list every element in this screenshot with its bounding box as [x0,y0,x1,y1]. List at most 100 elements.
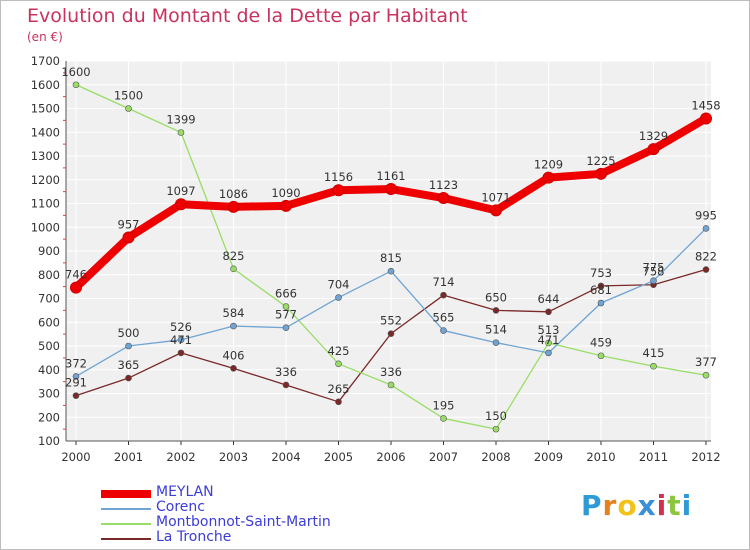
data-point [177,349,185,357]
data-label: 513 [538,323,560,337]
data-label: 1500 [114,89,143,103]
data-point [597,299,605,307]
data-label: 666 [275,287,297,301]
x-tick-label: 2009 [534,450,563,464]
x-tick-label: 2002 [166,450,195,464]
logo-letter: x [637,489,657,522]
y-tick-label: 1700 [31,54,60,68]
data-label: 714 [433,275,455,289]
data-point [492,339,500,346]
data-point [125,105,132,112]
data-point [72,373,80,380]
logo-letter: P [581,489,603,522]
data-point [70,281,82,294]
proxiti-logo: Proxiti [581,489,692,522]
data-point [282,381,290,389]
data-label: 195 [433,398,455,412]
y-tick-label: 500 [38,339,60,353]
data-label: 1225 [586,154,615,168]
legend-item: Montbonnot-Saint-Martin [101,514,361,531]
data-label: 681 [590,283,612,297]
y-tick-label: 1300 [31,149,60,163]
y-tick-label: 1000 [31,220,60,234]
data-label: 1458 [691,98,720,112]
data-label: 425 [328,344,350,358]
data-point [335,398,342,406]
data-point [700,112,712,125]
data-label: 1123 [429,178,458,192]
y-tick-label: 900 [38,244,60,258]
data-point [440,291,447,299]
data-point [650,362,657,370]
legend-swatch [101,490,151,498]
data-label: 459 [590,336,612,350]
data-point [175,198,187,211]
legend-item: MEYLAN [101,484,361,501]
data-label: 1209 [534,158,563,172]
x-tick-label: 2007 [429,450,458,464]
data-point [597,352,605,360]
data-label: 336 [275,365,297,379]
y-tick-label: 1400 [31,125,60,139]
y-tick-label: 100 [38,434,60,448]
x-tick-label: 2010 [586,450,615,464]
y-tick-label: 300 [38,387,60,401]
legend-label: Corenc [156,499,205,515]
y-tick-label: 1600 [31,78,60,92]
logo-letter: o [617,489,638,522]
data-point [595,167,607,180]
data-label: 377 [695,355,717,369]
data-point [702,371,710,379]
logo-letter: i [656,489,668,522]
data-point [227,200,240,213]
data-label: 815 [380,251,402,265]
chart-unit-label: (en €) [27,30,63,44]
legend-item: Corenc [101,499,361,516]
data-point [702,266,710,273]
data-point [440,327,447,334]
data-point [332,184,345,197]
data-label: 471 [538,333,560,347]
y-tick-label: 1500 [31,102,60,116]
data-label: 1090 [271,186,300,200]
data-label: 753 [590,266,612,280]
y-tick-label: 1200 [31,173,60,187]
y-tick-label: 400 [38,363,60,377]
data-point [542,171,555,184]
data-label: 957 [118,217,140,231]
data-point [437,192,450,205]
x-tick-label: 2011 [639,450,668,464]
data-label: 265 [328,382,350,396]
data-point [230,265,237,273]
data-label: 150 [485,409,507,423]
logo-letter: t [667,489,682,522]
data-label: 336 [380,365,402,379]
data-label: 1071 [481,190,510,204]
data-label: 1329 [639,129,668,143]
data-label: 1097 [166,184,195,198]
data-point [545,308,552,316]
data-point [545,339,552,347]
data-point [72,81,80,89]
x-tick-label: 2012 [691,450,720,464]
data-label: 822 [695,250,717,264]
y-tick-label: 1100 [31,197,60,211]
data-point [335,294,342,301]
data-point [387,381,395,389]
x-tick-label: 2000 [61,450,90,464]
data-point [490,204,502,217]
data-label: 1161 [376,169,405,183]
data-point [125,374,132,382]
data-point [545,349,552,357]
data-point [647,143,660,156]
data-label: 825 [223,249,245,263]
logo-letter: r [602,489,618,522]
data-label: 415 [643,346,665,360]
chart-title: Evolution du Montant de la Dette par Hab… [27,5,468,27]
y-tick-label: 700 [38,292,60,306]
legend-swatch [101,508,151,510]
data-label: 584 [223,306,245,320]
data-label: 514 [485,323,507,337]
